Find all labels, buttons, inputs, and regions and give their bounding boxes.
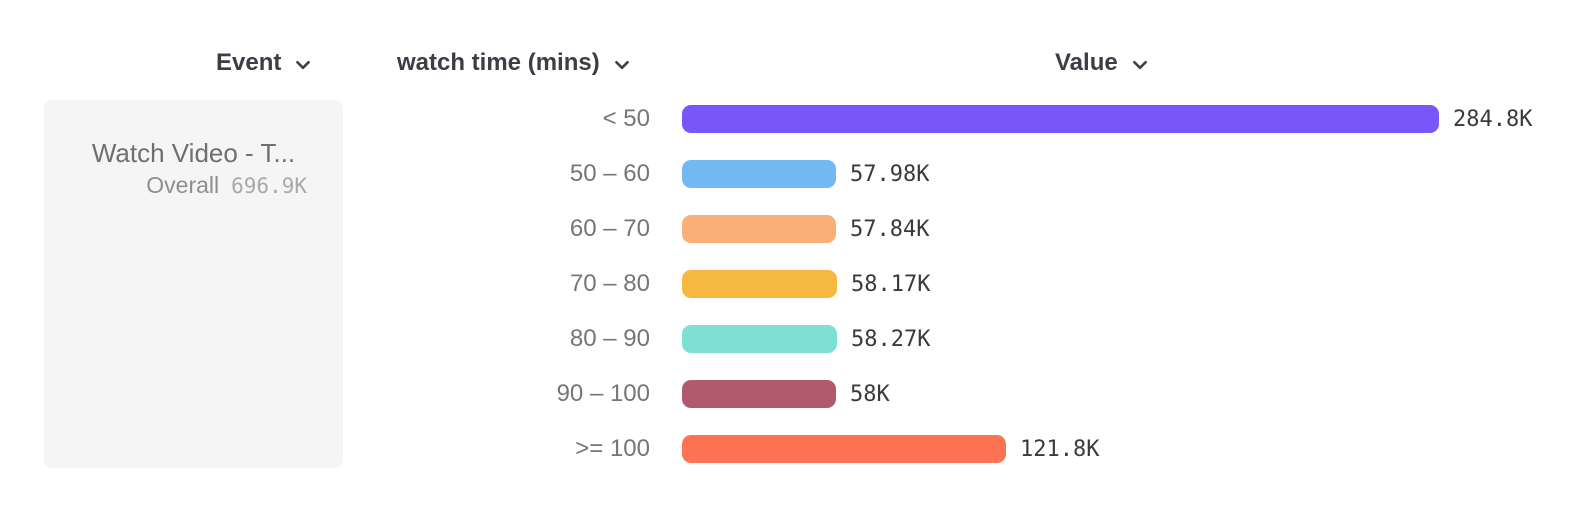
bar-value-label: 284.8K [1453, 106, 1533, 132]
bar-value-label: 57.98K [850, 161, 930, 187]
bar-value-label: 58.27K [851, 326, 931, 352]
bar-track [682, 105, 1439, 133]
bar-track [682, 435, 1006, 463]
column-header-breakdown-label: watch time (mins) [397, 49, 600, 76]
column-header-breakdown[interactable]: watch time (mins) [397, 46, 631, 80]
bar[interactable] [682, 270, 837, 298]
bar-value-label: 57.84K [850, 216, 930, 242]
column-header-event-label: Event [216, 49, 282, 76]
bar-category-label: 90 – 100 [556, 380, 650, 407]
bar-row: 80 – 90 58.27K [400, 325, 1532, 353]
bar-track [682, 215, 836, 243]
bar-track [682, 380, 836, 408]
bar-track [682, 325, 837, 353]
overall-label: Overall [146, 172, 220, 198]
chevron-down-icon [294, 56, 312, 74]
overall-value: 696.9K [231, 174, 307, 198]
bar-row: < 50 284.8K [400, 105, 1532, 133]
column-header-event[interactable]: Event [216, 46, 312, 80]
bar-value-label: 121.8K [1020, 436, 1100, 462]
bar[interactable] [682, 105, 1439, 133]
bar-category-label: 60 – 70 [569, 215, 650, 242]
bar-row: 50 – 60 57.98K [400, 160, 1532, 188]
bar[interactable] [682, 380, 836, 408]
bar-row: 90 – 100 58K [400, 380, 1532, 408]
bar-row: 70 – 80 58.17K [400, 270, 1532, 298]
column-header-value[interactable]: Value [1055, 46, 1149, 80]
bar-row: >= 100 121.8K [400, 435, 1532, 463]
bar[interactable] [682, 215, 836, 243]
event-overall-row: Overall 696.9K [146, 172, 307, 199]
bar-category-label: 70 – 80 [569, 270, 650, 297]
bar-track [682, 160, 836, 188]
bar[interactable] [682, 325, 837, 353]
bar-category-label: >= 100 [575, 435, 650, 462]
event-summary-card[interactable]: Watch Video - T... Overall 696.9K [44, 100, 343, 468]
bar-chart: < 50 284.8K 50 – 60 57.98K 60 – 70 57.84K 70 –… [400, 105, 1532, 490]
chevron-down-icon [613, 56, 631, 74]
event-title: Watch Video - T... [91, 138, 296, 168]
bar-value-label: 58.17K [851, 271, 931, 297]
bar[interactable] [682, 435, 1006, 463]
bar-track [682, 270, 837, 298]
bar-category-label: < 50 [602, 105, 650, 132]
bar-category-label: 80 – 90 [569, 325, 650, 352]
column-header-value-label: Value [1055, 49, 1118, 76]
bar-value-label: 58K [850, 381, 890, 407]
chevron-down-icon [1131, 56, 1149, 74]
bar-row: 60 – 70 57.84K [400, 215, 1532, 243]
bar-category-label: 50 – 60 [569, 160, 650, 187]
bar[interactable] [682, 160, 836, 188]
